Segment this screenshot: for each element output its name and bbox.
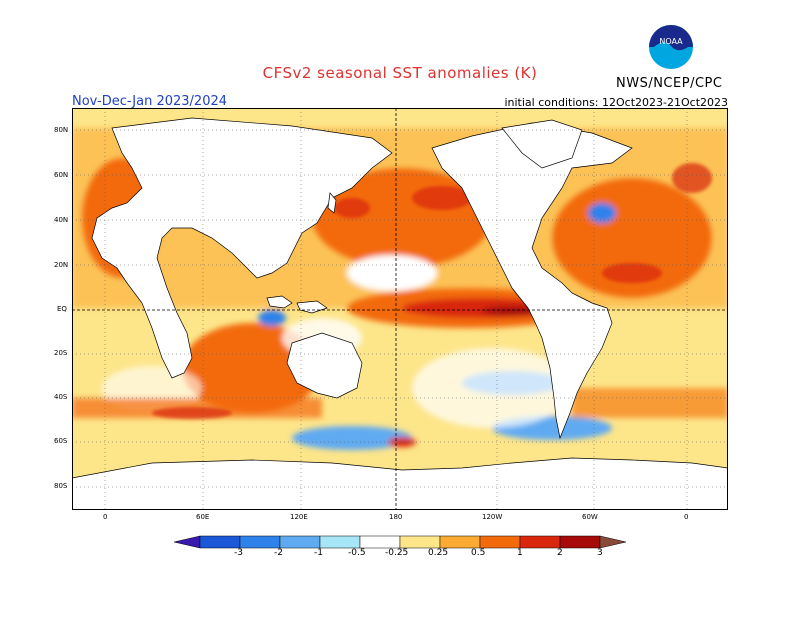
lat-label-20n: 20N — [54, 261, 69, 269]
noaa-logo: NOAA — [649, 25, 693, 69]
colorbar-segment — [519, 535, 561, 549]
lat-label-eq: EQ — [57, 305, 67, 313]
colorbar-segment — [279, 535, 321, 549]
lon-label-60e: 60E — [196, 513, 210, 521]
colorbar-tick-label: -2 — [274, 548, 283, 558]
colorbar-arrow-left — [174, 535, 201, 549]
lat-label-40n: 40N — [54, 216, 69, 224]
map-title: CFSv2 seasonal SST anomalies (K) — [262, 64, 538, 82]
colorbar-tick-label: -3 — [234, 548, 243, 558]
colorbar-tick-label: -0.5 — [348, 548, 366, 558]
colorbar-segment — [199, 535, 241, 549]
colorbar-segment — [439, 535, 481, 549]
colorbar-segment — [399, 535, 441, 549]
colorbar-tick-label: 0.5 — [471, 548, 486, 558]
colorbar-tick-label: -0.25 — [385, 548, 409, 558]
season-label: Nov-Dec-Jan 2023/2024 — [72, 94, 228, 109]
colorbar-tick-label: 0.25 — [428, 548, 449, 558]
colorbar-tick-label: -1 — [314, 548, 323, 558]
colorbar-tick-label: 2 — [557, 548, 563, 558]
colorbar-tick-label: 1 — [517, 548, 523, 558]
lon-label-120e: 120E — [290, 513, 308, 521]
map-canvas — [71, 108, 729, 511]
colorbar-arrow-right — [599, 535, 626, 549]
initial-conditions-label: initial conditions: 12Oct2023-21Oct2023 — [504, 96, 728, 109]
colorbar — [174, 535, 626, 549]
lat-label-80n: 80N — [54, 126, 69, 134]
lon-label-120w: 120W — [482, 513, 503, 521]
agency-label: NWS/NCEP/CPC — [616, 76, 723, 91]
logo-text: NOAA — [659, 37, 683, 46]
colorbar-segment — [559, 535, 601, 549]
colorbar-segment — [359, 535, 401, 549]
colorbar-segments — [174, 535, 626, 549]
graticule — [72, 108, 728, 510]
colorbar-segment — [479, 535, 521, 549]
lat-label-60n: 60N — [54, 171, 69, 179]
continents — [71, 117, 729, 511]
map-frame — [72, 108, 728, 510]
lat-label-60s: 60S — [54, 437, 68, 445]
colorbar-segment — [319, 535, 361, 549]
lat-label-80s: 80S — [54, 482, 68, 490]
colorbar-segment — [239, 535, 281, 549]
lat-label-40s: 40S — [54, 393, 68, 401]
lat-label-20s: 20S — [54, 349, 68, 357]
lon-label-60w: 60W — [582, 513, 598, 521]
lon-label-0-east: 0 — [684, 513, 689, 521]
equator-dateline — [72, 108, 728, 510]
lon-label-0-west: 0 — [103, 513, 108, 521]
lon-label-180: 180 — [389, 513, 403, 521]
colorbar-tick-label: 3 — [597, 548, 603, 558]
sst-anomaly-map — [71, 108, 729, 511]
